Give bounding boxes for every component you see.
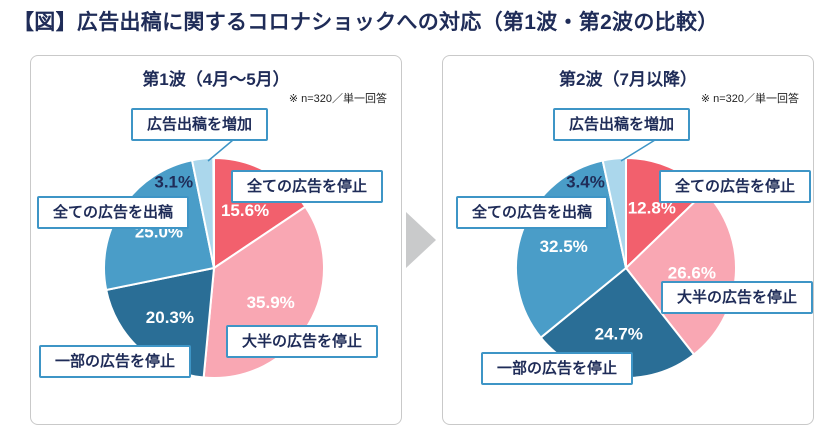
pie-slice [190,156,215,269]
pie-percent-label: 15.6% [221,201,269,220]
label-increase-ads: 広告出稿を増加 [131,108,269,141]
label-place-all-ads: 全ての広告を出稿 [37,196,190,229]
label-place-all-ads: 全ての広告を出稿 [456,196,609,229]
label-stop-some-ads: 一部の広告を停止 [481,352,634,385]
pie-percent-label: 20.3% [146,308,194,327]
label-stop-most-ads: 大半の広告を停止 [661,281,814,314]
page-title: 【図】広告出稿に関するコロナショックへの対応（第1波・第2波の比較） [13,11,719,34]
label-stop-most-ads: 大半の広告を停止 [226,325,379,358]
right-arrow-icon [406,212,436,268]
pie-percent-label: 24.7% [595,325,643,344]
pie-percent-label: 3.1% [154,173,193,192]
sample-note-wave2: ※ n=320／単一回答 [700,93,799,105]
panel-title-wave2: 第2波（7月以降） [559,70,697,89]
pie-percent-label: 26.6% [668,264,716,283]
leader-line-increase [207,139,234,162]
panel-title-wave1: 第1波（4月～5月） [142,70,290,89]
label-stop-some-ads: 一部の広告を停止 [39,345,192,378]
leader-line-increase [620,139,656,162]
label-stop-all-ads: 全ての広告を停止 [659,170,812,203]
pie-percent-label: 32.5% [540,237,588,256]
label-increase-ads: 広告出稿を増加 [553,108,691,141]
pie-percent-label: 3.4% [566,173,605,192]
panel-wave2: 12.8% 26.6% 24.7% 32.5% 3.4% 第2波（7月以降） ※ n=3… [442,55,814,425]
label-stop-all-ads: 全ての広告を停止 [231,170,384,203]
sample-note-wave1: ※ n=320／単一回答 [288,93,387,105]
pie-percent-label: 35.9% [247,293,295,312]
panel-wave1: 15.6% 35.9% 20.3% 25.0% 3.1% 第1波（4月～5月） ※ n=… [30,55,402,425]
pie-percent-label: 12.8% [628,198,676,217]
